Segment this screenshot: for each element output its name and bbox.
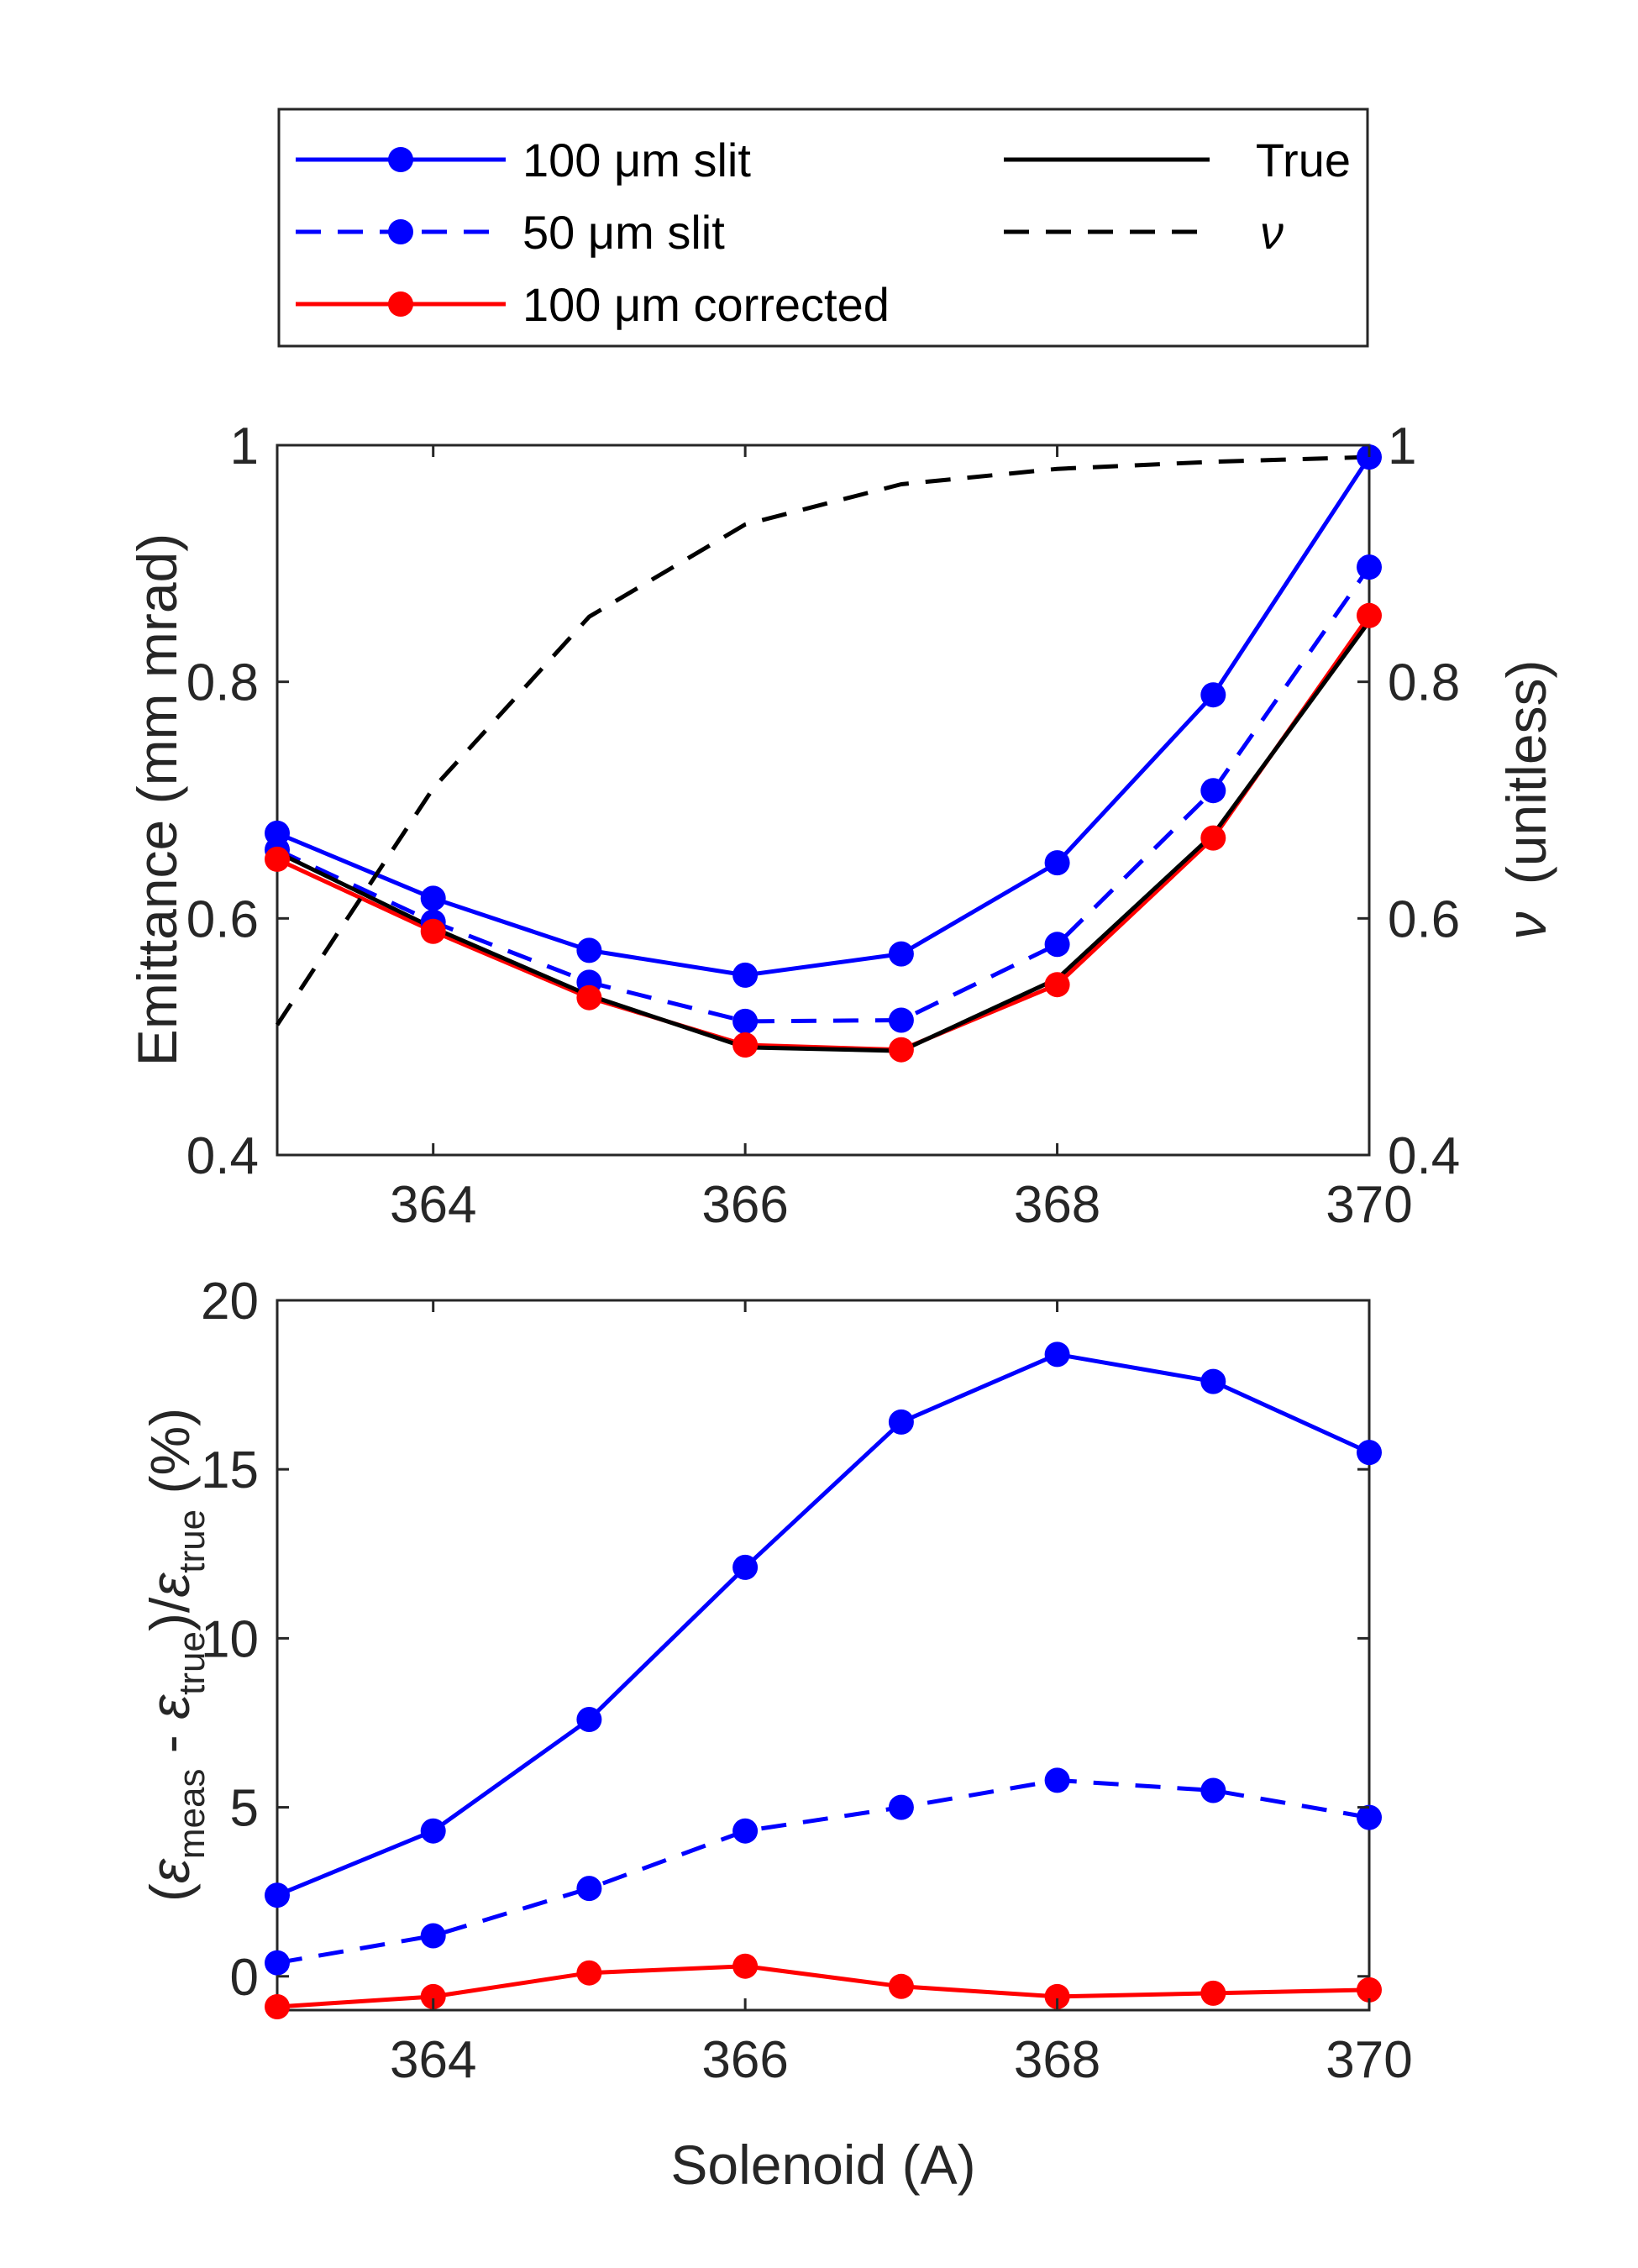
bottom-x-tick-label: 370	[1326, 2031, 1412, 2089]
legend-marker-100um	[388, 147, 413, 172]
bottom-series-0-point	[732, 1554, 759, 1580]
top-series-line-1	[276, 565, 1372, 1024]
top-y-tick-label: 0.8	[186, 654, 259, 712]
legend: 100 μm slit 50 μm slit 100 μm corrected …	[277, 108, 1369, 348]
bottom-x-tick-label: 366	[701, 2031, 788, 2089]
bottom-y-tick-label: 10	[201, 1610, 259, 1668]
top-y2-tick-label: 0.6	[1388, 890, 1460, 948]
top-series-1-point	[1044, 932, 1070, 958]
top-y2-tick-label: 0.8	[1388, 654, 1460, 712]
top-series-2-point	[888, 1037, 914, 1063]
top-y-tick-label: 0.4	[186, 1127, 259, 1185]
bottom-series-0-point	[1357, 1440, 1382, 1466]
top-series-line-4	[275, 454, 1370, 1026]
top-series-0-point	[1044, 850, 1070, 876]
bottom-y-tick-label: 15	[201, 1441, 259, 1499]
bottom-series-2-point	[888, 1973, 914, 1999]
top-series-2-point	[420, 918, 446, 944]
bottom-series-line-1	[276, 1777, 1370, 1966]
top-y2-tick-label: 0.4	[1388, 1127, 1460, 1185]
top-series-0-point	[888, 941, 914, 967]
legend-label-100um: 100 μm slit	[522, 134, 751, 186]
legend-marker-50um	[388, 219, 413, 244]
bottom-x-axis-label: Solenoid (A)	[670, 2134, 975, 2196]
bottom-series-1-point	[420, 1923, 446, 1949]
top-series-1-point	[732, 1008, 759, 1034]
bottom-series-1-point	[888, 1794, 914, 1820]
top-series-0-point	[576, 937, 602, 963]
bottom-series-1-point	[265, 1950, 290, 1976]
bottom-plot-area	[276, 1299, 1371, 2012]
bottom-marks	[265, 1341, 1382, 2019]
bottom-y-tick-label: 5	[230, 1780, 259, 1838]
bottom-x-tick-label: 368	[1014, 2031, 1100, 2089]
top-x-tick-label: 370	[1326, 1176, 1412, 1234]
bottom-x-tick-label: 364	[390, 2031, 476, 2089]
bottom-series-2-point	[576, 1960, 602, 1986]
top-series-2-point	[732, 1032, 759, 1058]
top-x-tick-label: 364	[390, 1176, 476, 1234]
top-plot-area	[276, 444, 1371, 1157]
bottom-series-0-point	[1044, 1341, 1070, 1368]
bottom-series-0-point	[576, 1707, 602, 1732]
top-series-0-point	[1200, 682, 1226, 708]
top-panel: 364 366 368 370 0.4 0.6 0.8 1 0.4 0.6 0.8 1 Emitt…	[126, 417, 1557, 1234]
y2-label-symbol: ν	[1495, 912, 1557, 940]
top-series-1-point	[1357, 554, 1382, 580]
bottom-series-2-point	[732, 1953, 759, 1979]
top-series-2-point	[1200, 825, 1226, 851]
bottom-series-0-point	[1200, 1368, 1226, 1394]
bottom-series-0-point	[420, 1818, 446, 1844]
y2-label-text: (unitless)	[1495, 659, 1557, 885]
bottom-series-2-point	[1357, 1977, 1382, 2003]
top-series-0-point	[732, 962, 759, 988]
bottom-series-1-point	[1200, 1777, 1226, 1803]
bottom-x-ticks: 364 366 368 370	[390, 1300, 1413, 2089]
bottom-series-1-point	[1044, 1767, 1070, 1793]
bottom-series-2-point	[1044, 1983, 1070, 2009]
top-series-2-point	[265, 846, 290, 872]
top-x-tick-label: 368	[1014, 1176, 1100, 1234]
bottom-series-1-point	[576, 1876, 602, 1902]
bottom-y-ticks: 0 5 10 15 20	[201, 1273, 1369, 2007]
bottom-series-0-point	[888, 1409, 914, 1435]
top-x-ticks: 364 366 368 370	[390, 445, 1413, 1234]
bottom-series-2-point	[265, 1994, 290, 2019]
top-series-0-point	[420, 885, 446, 911]
top-series-0-point	[1357, 444, 1382, 470]
bottom-series-0-point	[265, 1882, 290, 1908]
bottom-series-2-point	[420, 1983, 446, 2009]
top-marks	[265, 444, 1382, 1063]
bottom-series-1-point	[1357, 1804, 1382, 1830]
bottom-series-2-point	[1200, 1980, 1226, 2006]
bottom-y-tick-label: 20	[201, 1273, 259, 1331]
top-series-2-point	[1357, 602, 1382, 628]
top-y2-axis-label: ν (unitless)	[1495, 659, 1557, 939]
top-y-ticks: 0.4 0.6 0.8 1	[186, 417, 289, 1185]
legend-box	[277, 108, 1369, 348]
top-y2-tick-label: 1	[1388, 417, 1416, 475]
legend-label-corrected: 100 μm corrected	[522, 278, 890, 331]
top-y2-ticks: 0.4 0.6 0.8 1	[1357, 417, 1460, 1185]
legend-marker-corrected	[388, 291, 413, 317]
top-y-tick-label: 1	[230, 417, 259, 475]
legend-label-true: True	[1256, 134, 1351, 186]
bottom-series-line-2	[276, 1964, 1370, 2009]
top-series-2-point	[576, 984, 602, 1011]
top-y-axis-label: Emittance (mm mrad)	[126, 533, 188, 1066]
top-series-line-0	[276, 455, 1372, 978]
top-x-tick-label: 366	[701, 1176, 788, 1234]
top-series-1-point	[1200, 778, 1226, 804]
top-y-tick-label: 0.6	[186, 890, 259, 948]
top-series-line-3	[276, 620, 1372, 1053]
bottom-series-1-point	[732, 1818, 759, 1844]
top-series-2-point	[1044, 972, 1070, 998]
top-series-1-point	[888, 1007, 914, 1033]
legend-label-50um: 50 μm slit	[522, 206, 725, 259]
legend-label-nu: ν	[1260, 206, 1284, 259]
bottom-y-tick-label: 0	[230, 1949, 259, 2007]
bottom-series-line-0	[276, 1352, 1371, 1898]
